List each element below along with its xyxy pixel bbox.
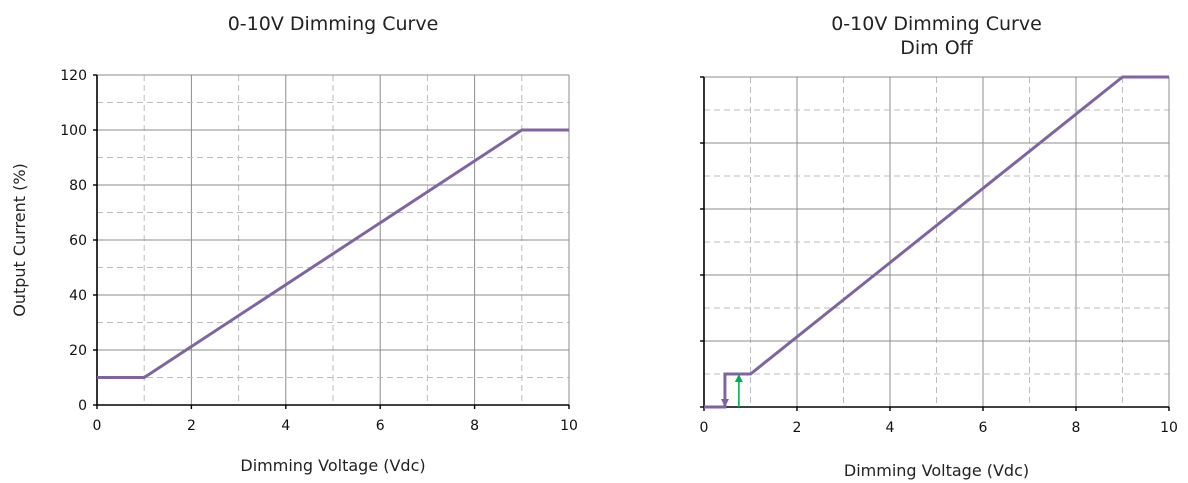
arrow-head bbox=[734, 374, 743, 382]
x-tick-label: 0 bbox=[93, 418, 102, 434]
x-tick-label: 6 bbox=[979, 420, 988, 436]
y-tick-label: 60 bbox=[69, 233, 87, 249]
x-tick-label: 10 bbox=[560, 418, 578, 434]
x-tick-label: 2 bbox=[187, 418, 196, 434]
series-line bbox=[97, 128, 569, 379]
x-tick-label: 4 bbox=[281, 418, 290, 434]
y-tick-label: 80 bbox=[69, 178, 87, 194]
chart-title: 0-10V Dimming Curve bbox=[228, 13, 439, 35]
y-tick-label: 20 bbox=[69, 343, 87, 359]
y-tick-label: 0 bbox=[78, 398, 87, 414]
x-axis-title: Dimming Voltage (Vdc) bbox=[240, 456, 425, 475]
series-line bbox=[704, 75, 1169, 409]
x-axis-title: Dimming Voltage (Vdc) bbox=[844, 461, 1029, 480]
y-tick-label: 40 bbox=[69, 288, 87, 304]
chart-left: 0-10V Dimming Curve 0 20 40 60 80 100 120 0 2 4 6 8 1… bbox=[10, 13, 578, 475]
x-tick-label: 4 bbox=[886, 420, 895, 436]
chart-title: 0-10V Dimming Curve Dim Off bbox=[831, 13, 1042, 59]
x-tick-label: 8 bbox=[1072, 420, 1081, 436]
y-tick-label: 120 bbox=[60, 68, 87, 84]
x-tick-label: 6 bbox=[376, 418, 385, 434]
arrow-head bbox=[720, 399, 729, 407]
y-axis-title: Output Current (%) bbox=[10, 163, 29, 317]
x-tick-label: 0 bbox=[700, 420, 709, 436]
x-tick-label: 2 bbox=[793, 420, 802, 436]
x-tick-label: 8 bbox=[470, 418, 479, 434]
chart-right: 0-10V Dimming Curve Dim Off 0 2 4 6 8 10 Dimming… bbox=[700, 13, 1178, 480]
x-tick-label: 10 bbox=[1160, 420, 1178, 436]
y-tick-label: 100 bbox=[60, 123, 87, 139]
